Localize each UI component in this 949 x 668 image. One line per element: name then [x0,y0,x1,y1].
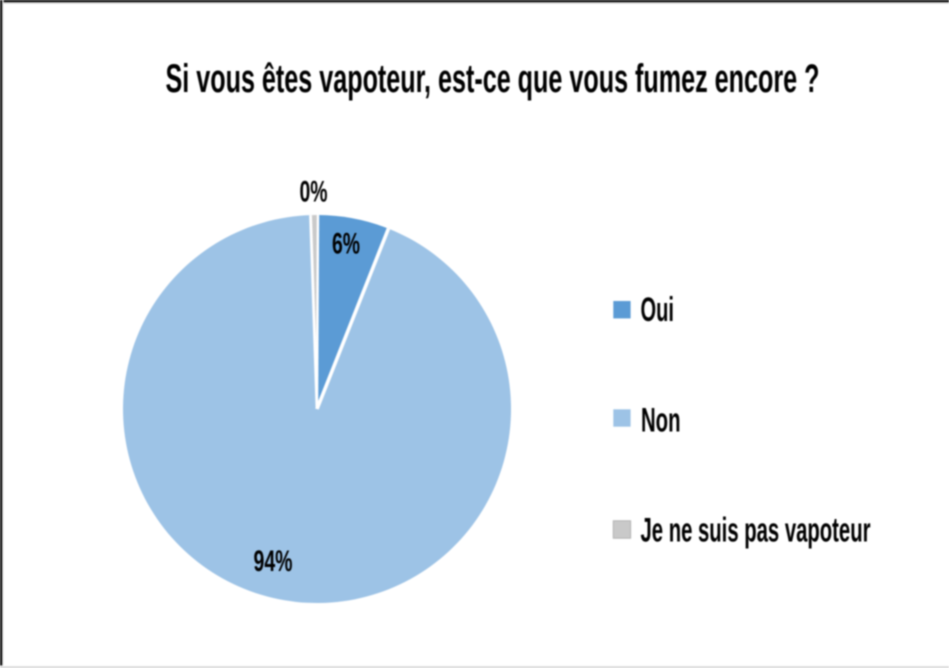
svg-text:Oui: Oui [641,291,675,329]
svg-text:Je ne suis pas vapoteur: Je ne suis pas vapoteur [641,511,871,549]
svg-text:0%: 0% [300,176,328,209]
svg-text:Si vous êtes vapoteur, est-ce: Si vous êtes vapoteur, est-ce que vous f… [166,57,820,101]
svg-text:94%: 94% [254,545,293,578]
svg-text:Non: Non [641,401,681,439]
svg-text:6%: 6% [332,228,360,261]
